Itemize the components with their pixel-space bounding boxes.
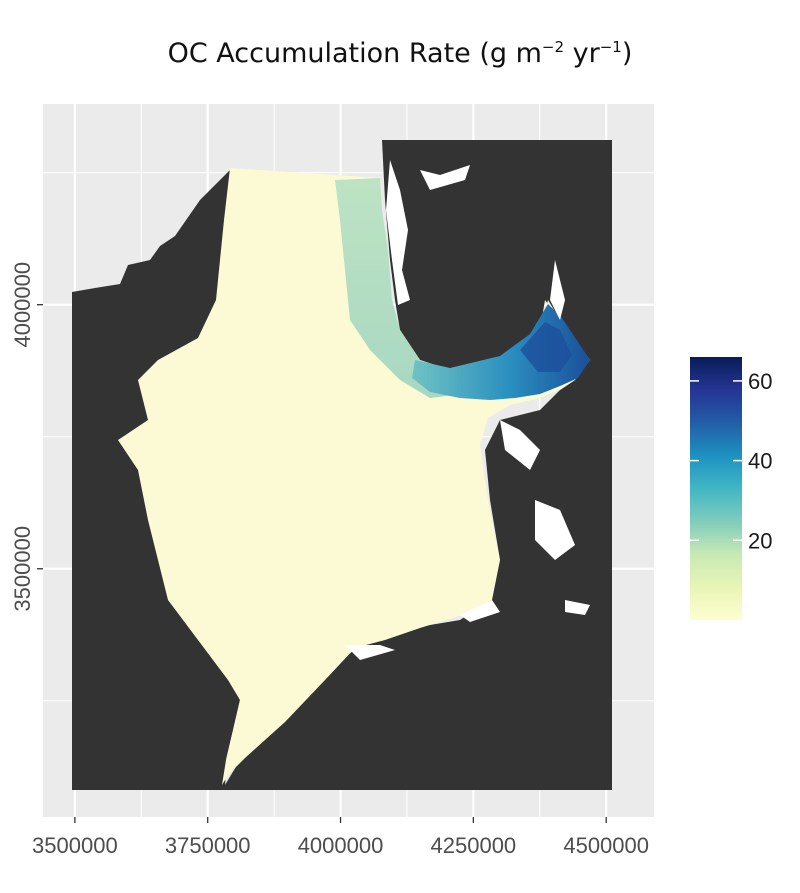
coastline-details [345,160,590,660]
legend-tick-label: 40 [748,449,772,474]
sea-norwegian-trench [335,178,470,398]
y-tick-label: 4000000 [10,262,35,348]
y-tick-label: 3500000 [10,526,35,612]
x-axis: 3500000 3750000 4000000 4250000 4500000 [32,817,649,858]
x-tick-label: 4250000 [431,833,517,858]
y-axis: 3500000 4000000 [10,262,43,612]
legend-ticks: 20 40 60 [690,369,772,553]
legend-colorbar [690,357,742,620]
x-tick-label: 3750000 [165,833,251,858]
sea-north-sea [118,168,590,785]
sea-skagerrak-core [520,322,572,372]
land-right [222,140,612,790]
map-layers [72,140,612,790]
map-title: OC Accumulation Rate (g m−2 yr−1) [167,38,633,69]
legend-tick-label: 60 [748,369,772,394]
x-tick-label: 3500000 [32,833,118,858]
legend: 20 40 60 [690,357,772,620]
x-tick-label: 4000000 [298,833,384,858]
land-left [72,170,240,790]
x-tick-label: 4500000 [563,833,649,858]
legend-tick-label: 20 [748,528,772,553]
